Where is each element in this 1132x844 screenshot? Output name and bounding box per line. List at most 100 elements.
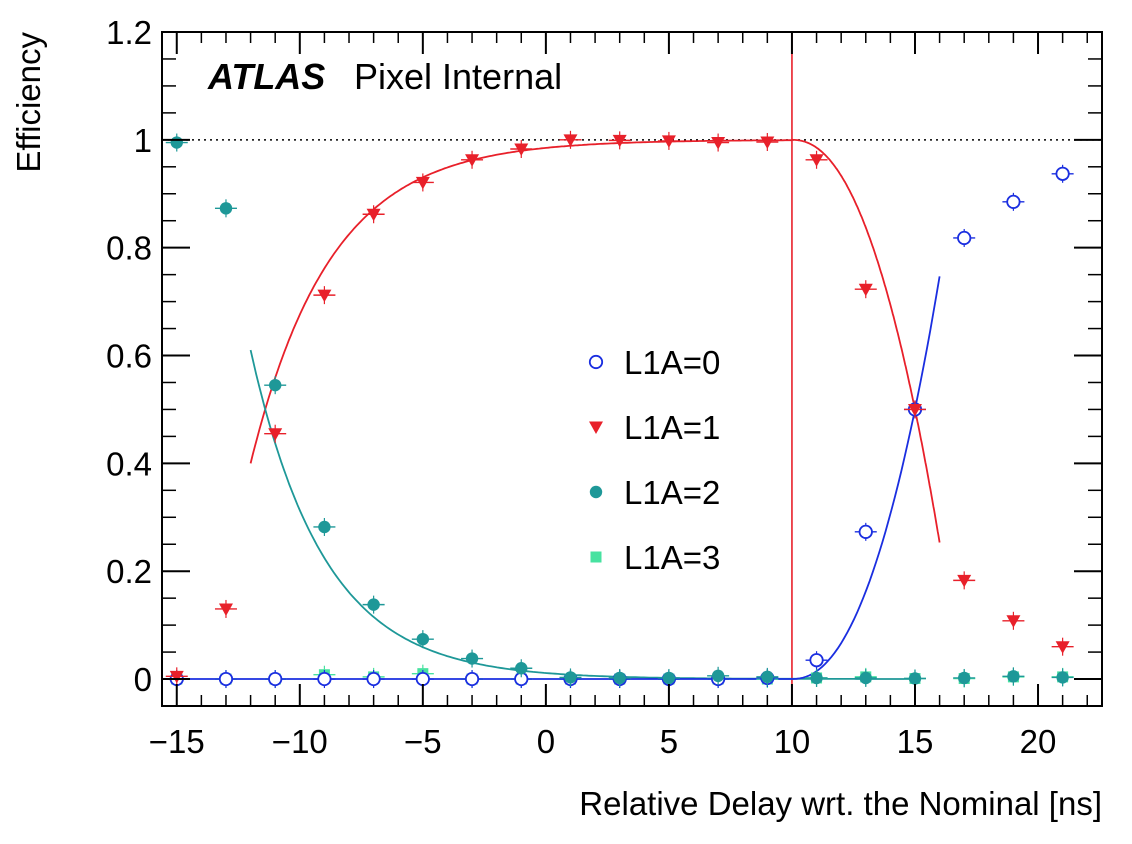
data-point-l1a-2: [953, 668, 976, 687]
data-point-l1a-2: [756, 667, 779, 686]
tick-labels-layer: −15 −10 −5 0 5 10 15 20 0 0.2 0.4 0.6 0.8 1 1.2: [106, 14, 1056, 760]
data-point-l1a-2: [707, 666, 730, 685]
legend-entry: L1A=3: [590, 539, 720, 576]
y-tick-label: 0.4: [106, 445, 152, 482]
data-point-l1a-1: [411, 173, 434, 192]
marker-l1a-0: [957, 230, 972, 246]
legend-marker: [590, 551, 602, 563]
data-point-l1a-0: [461, 670, 484, 689]
axis-ticks-layer: [162, 31, 1102, 706]
marker-l1a-1: [514, 143, 529, 157]
data-point-l1a-2: [461, 649, 484, 668]
data-point-l1a-1: [559, 130, 582, 149]
status-label: Pixel Internal: [354, 56, 562, 97]
marker-l1a-1: [1006, 615, 1021, 628]
marker-l1a-1: [169, 670, 184, 684]
marker-l1a-0: [366, 671, 381, 687]
y-tick-label: 1.2: [106, 14, 152, 51]
marker-l1a-2: [711, 669, 725, 683]
data-point-l1a-1: [362, 205, 385, 224]
data-point-l1a-2: [608, 668, 631, 687]
legend-marker: [589, 485, 603, 499]
marker-l1a-1: [1055, 641, 1070, 654]
x-tick-label: 5: [660, 723, 678, 760]
atlas-label: ATLAS: [207, 56, 325, 97]
marker-l1a-1: [809, 154, 824, 167]
marker-l1a-1: [563, 134, 578, 147]
marker-l1a-2: [170, 136, 183, 149]
marker-l1a-0: [809, 653, 824, 668]
x-axis-title: Relative Delay wrt. the Nominal [ns]: [579, 785, 1102, 822]
data-point-l1a-1: [805, 150, 828, 169]
x-tick-label: 15: [897, 723, 934, 760]
marker-l1a-0: [415, 671, 430, 687]
data-point-l1a-0: [805, 651, 828, 670]
y-tick-label: 1: [134, 122, 152, 159]
data-point-l1a-2: [264, 376, 287, 395]
data-point-l1a-0: [1002, 192, 1025, 211]
legend-label: L1A=2: [624, 474, 720, 511]
data-point-l1a-2: [214, 199, 237, 218]
x-tick-label: 20: [1020, 723, 1057, 760]
data-point-l1a-1: [854, 280, 877, 299]
data-point-l1a-2: [559, 668, 582, 687]
data-point-l1a-0: [214, 670, 237, 689]
data-point-l1a-0: [510, 670, 533, 689]
marker-l1a-2: [761, 670, 774, 684]
data-point-l1a-2: [510, 659, 533, 678]
plot-frame: [161, 31, 1103, 707]
marker-l1a-1: [612, 134, 627, 148]
data-point-l1a-0: [953, 228, 976, 247]
marker-l1a-0: [268, 671, 283, 687]
data-point-l1a-1: [264, 424, 287, 443]
data-points-layer: [165, 130, 1074, 689]
data-point-l1a-2: [313, 517, 336, 536]
marker-l1a-2: [908, 672, 922, 685]
marker-l1a-2: [564, 671, 577, 684]
data-point-l1a-2: [854, 668, 877, 687]
marker-l1a-2: [465, 652, 479, 665]
marker-l1a-1: [317, 289, 332, 303]
data-point-l1a-1: [461, 150, 484, 169]
data-point-l1a-0: [854, 522, 877, 541]
marker-l1a-0: [1006, 194, 1021, 209]
data-point-l1a-0: [264, 670, 287, 689]
marker-l1a-2: [613, 671, 626, 685]
marker-l1a-1: [366, 208, 381, 222]
data-point-l1a-0: [1051, 164, 1074, 183]
data-point-l1a-0: [362, 670, 385, 689]
legend-entry: L1A=1: [589, 409, 720, 446]
data-point-l1a-1: [953, 571, 976, 590]
marker-l1a-0: [464, 671, 480, 687]
marker-l1a-2: [268, 378, 282, 392]
y-tick-label: 0.8: [106, 230, 152, 267]
marker-l1a-1: [218, 603, 233, 616]
data-point-l1a-1: [313, 286, 336, 305]
legend-entry: L1A=0: [588, 344, 720, 381]
y-axis-title: Efficiency: [10, 32, 47, 173]
legend-entry: L1A=2: [589, 474, 720, 511]
data-point-l1a-1: [510, 140, 533, 159]
marker-l1a-0: [317, 671, 332, 687]
y-tick-label: 0.2: [106, 553, 152, 590]
marker-l1a-0: [858, 524, 873, 539]
marker-l1a-1: [711, 137, 726, 150]
marker-l1a-1: [415, 176, 430, 190]
marker-l1a-2: [1007, 670, 1020, 683]
data-point-l1a-2: [805, 668, 828, 687]
marker-l1a-1: [760, 136, 775, 149]
data-point-l1a-1: [165, 667, 188, 686]
marker-l1a-1: [268, 428, 283, 441]
marker-l1a-2: [810, 671, 823, 685]
marker-l1a-1: [858, 283, 873, 297]
x-tick-label: −15: [149, 723, 205, 760]
marker-l1a-1: [661, 135, 676, 148]
data-point-l1a-1: [1051, 637, 1074, 656]
marker-l1a-0: [218, 671, 234, 687]
legend-label: L1A=1: [624, 409, 720, 446]
y-tick-label: 0: [134, 661, 152, 698]
legend-label: L1A=0: [624, 344, 720, 381]
data-point-l1a-0: [313, 670, 336, 689]
l1a-2-decay-fit: [249, 349, 915, 680]
marker-l1a-1: [465, 154, 480, 167]
